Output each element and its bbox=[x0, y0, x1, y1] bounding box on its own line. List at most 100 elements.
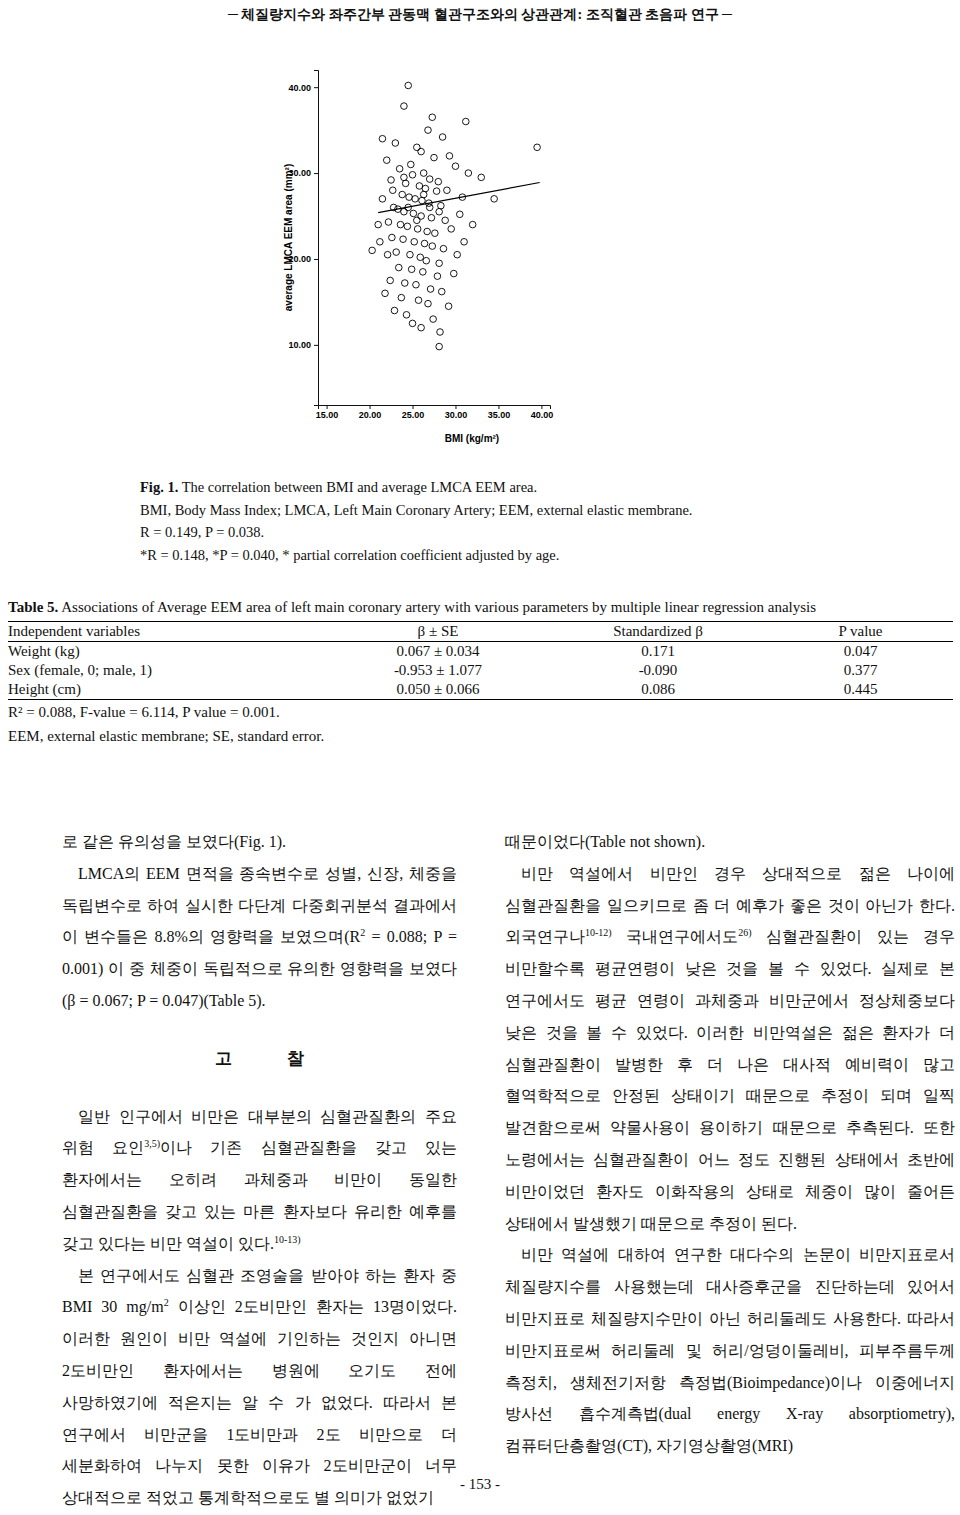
table-cell: -0.953 ± 1.077 bbox=[328, 661, 548, 680]
data-point bbox=[418, 213, 425, 220]
header-cell: Standardized β bbox=[548, 622, 768, 642]
x-axis-title: BMI (kg/m²) bbox=[445, 433, 499, 444]
table: Independent variablesβ ± SEStandardized … bbox=[8, 621, 953, 700]
table-row: Sex (female, 0; male, 1)-0.953 ± 1.077-0… bbox=[8, 661, 953, 680]
superscript: 3,5) bbox=[144, 1138, 160, 1149]
table-cell: 0.067 ± 0.034 bbox=[328, 642, 548, 662]
x-tick: 15.00 bbox=[316, 405, 339, 420]
data-point bbox=[439, 134, 446, 141]
data-point bbox=[436, 208, 443, 215]
data-point bbox=[478, 174, 485, 181]
table-cell: 0.050 ± 0.066 bbox=[328, 680, 548, 700]
data-point bbox=[450, 270, 457, 277]
paragraph: 로 같은 유의성을 보였다(Fig. 1). bbox=[62, 826, 457, 858]
data-point bbox=[534, 144, 541, 151]
data-point bbox=[414, 144, 421, 151]
data-point bbox=[418, 148, 425, 155]
data-point bbox=[375, 221, 382, 228]
table-cell: Weight (kg) bbox=[8, 642, 328, 662]
data-point bbox=[442, 217, 449, 224]
data-point bbox=[431, 154, 438, 161]
table-cell: 0.086 bbox=[548, 680, 768, 700]
data-point bbox=[412, 196, 419, 203]
data-point bbox=[436, 343, 443, 350]
page-number: - 153 - bbox=[0, 1476, 960, 1493]
text-run: 이상인 2도비만인 환자는 13명이었다. 이러한 원인이 비만 역설에 기인하… bbox=[62, 1298, 457, 1506]
header-cell: P value bbox=[768, 622, 953, 642]
data-point bbox=[414, 217, 421, 224]
table-cell: 0.377 bbox=[768, 661, 953, 680]
table-block: Table 5. Associations of Average EEM are… bbox=[8, 596, 953, 748]
data-point bbox=[423, 257, 430, 264]
x-tick-mark bbox=[370, 405, 371, 409]
data-point bbox=[433, 188, 440, 195]
data-point bbox=[491, 196, 498, 203]
data-point bbox=[432, 230, 439, 237]
data-point bbox=[426, 204, 433, 211]
y-axis-title: average LMCA EEM area (mm²) bbox=[283, 164, 294, 311]
table-title: Associations of Average EEM area of left… bbox=[61, 599, 816, 615]
running-header: ─ 체질량지수와 좌주간부 관동맥 혈관구조와의 상관관계: 조직혈관 초음파 … bbox=[0, 6, 960, 24]
data-point bbox=[408, 266, 415, 273]
header-row: Independent variablesβ ± SEStandardized … bbox=[8, 622, 953, 642]
text-run: 로 같은 유의성을 보였다(Fig. 1). bbox=[62, 833, 286, 850]
data-point bbox=[405, 82, 412, 89]
data-point bbox=[440, 245, 447, 252]
table-head: Independent variablesβ ± SEStandardized … bbox=[8, 622, 953, 642]
data-point bbox=[393, 249, 400, 256]
table-row: Height (cm)0.050 ± 0.0660.0860.445 bbox=[8, 680, 953, 700]
caption-line: Fig. 1. The correlation between BMI and … bbox=[140, 476, 940, 499]
data-point bbox=[369, 247, 376, 254]
data-point bbox=[413, 281, 420, 288]
x-tick-mark bbox=[455, 405, 456, 409]
caption-line: *R = 0.148, *P = 0.040, * partial correl… bbox=[140, 544, 940, 567]
table-cell: -0.090 bbox=[548, 661, 768, 680]
section-heading: 고 찰 bbox=[62, 1043, 457, 1075]
data-point bbox=[417, 254, 424, 261]
data-point bbox=[385, 219, 392, 226]
data-point bbox=[401, 103, 408, 110]
data-point bbox=[383, 157, 390, 164]
data-point bbox=[401, 208, 408, 215]
data-point bbox=[444, 187, 451, 194]
table-cell: Height (cm) bbox=[8, 680, 328, 700]
x-tick-mark bbox=[413, 405, 414, 409]
table-cell: Sex (female, 0; male, 1) bbox=[8, 661, 328, 680]
text-column: 로 같은 유의성을 보였다(Fig. 1). LMCA의 EEM 면적을 종속변수… bbox=[62, 826, 457, 1514]
data-point bbox=[391, 307, 398, 314]
data-point bbox=[379, 135, 386, 142]
data-point bbox=[399, 191, 406, 198]
data-point bbox=[409, 320, 416, 327]
x-tick-label: 15.00 bbox=[316, 410, 339, 420]
data-point bbox=[421, 240, 428, 247]
y-axis-line bbox=[314, 71, 319, 406]
paragraph: 본 연구에서도 심혈관 조영술을 받아야 하는 환자 중 BMI 30 mg/m… bbox=[62, 1260, 457, 1514]
y-tick: 10.00 bbox=[288, 340, 318, 350]
data-point bbox=[377, 238, 384, 245]
data-point bbox=[404, 223, 411, 230]
text-run: 심혈관질환이 있는 경우 비만할수록 평균연령이 낮은 것을 볼 수 있었다. … bbox=[505, 928, 955, 1231]
superscript: 10-12) bbox=[585, 927, 612, 938]
data-point bbox=[438, 288, 445, 295]
caption-title: The correlation between BMI and average … bbox=[182, 479, 538, 495]
data-point bbox=[420, 170, 427, 177]
y-tick-mark bbox=[314, 173, 318, 174]
table-note: EEM, external elastic membrane; SE, stan… bbox=[8, 724, 953, 748]
header-cell: β ± SE bbox=[328, 622, 548, 642]
x-tick-label: 30.00 bbox=[445, 410, 468, 420]
data-point bbox=[382, 290, 389, 297]
data-point bbox=[436, 260, 443, 267]
x-tick-label: 35.00 bbox=[488, 410, 511, 420]
page: ─ 체질량지수와 좌주간부 관동맥 혈관구조와의 상관관계: 조직혈관 초음파 … bbox=[0, 0, 960, 1515]
table-row: Weight (kg)0.067 ± 0.0340.1710.047 bbox=[8, 642, 953, 662]
data-point bbox=[456, 211, 463, 218]
data-point bbox=[401, 280, 408, 287]
data-point bbox=[407, 251, 414, 258]
data-point bbox=[384, 251, 391, 258]
paragraph: 비만 역설에서 비만인 경우 상대적으로 젊은 나이에 심혈관질환을 일으키므로… bbox=[505, 858, 955, 1240]
data-point bbox=[448, 226, 455, 233]
table-notes: R² = 0.088, F-value = 6.114, P value = 0… bbox=[8, 700, 953, 748]
data-point bbox=[435, 178, 442, 185]
paragraph: LMCA의 EEM 면적을 종속변수로 성별, 신장, 체중을 독립변수로 하여… bbox=[62, 858, 457, 1017]
data-point bbox=[420, 269, 427, 276]
